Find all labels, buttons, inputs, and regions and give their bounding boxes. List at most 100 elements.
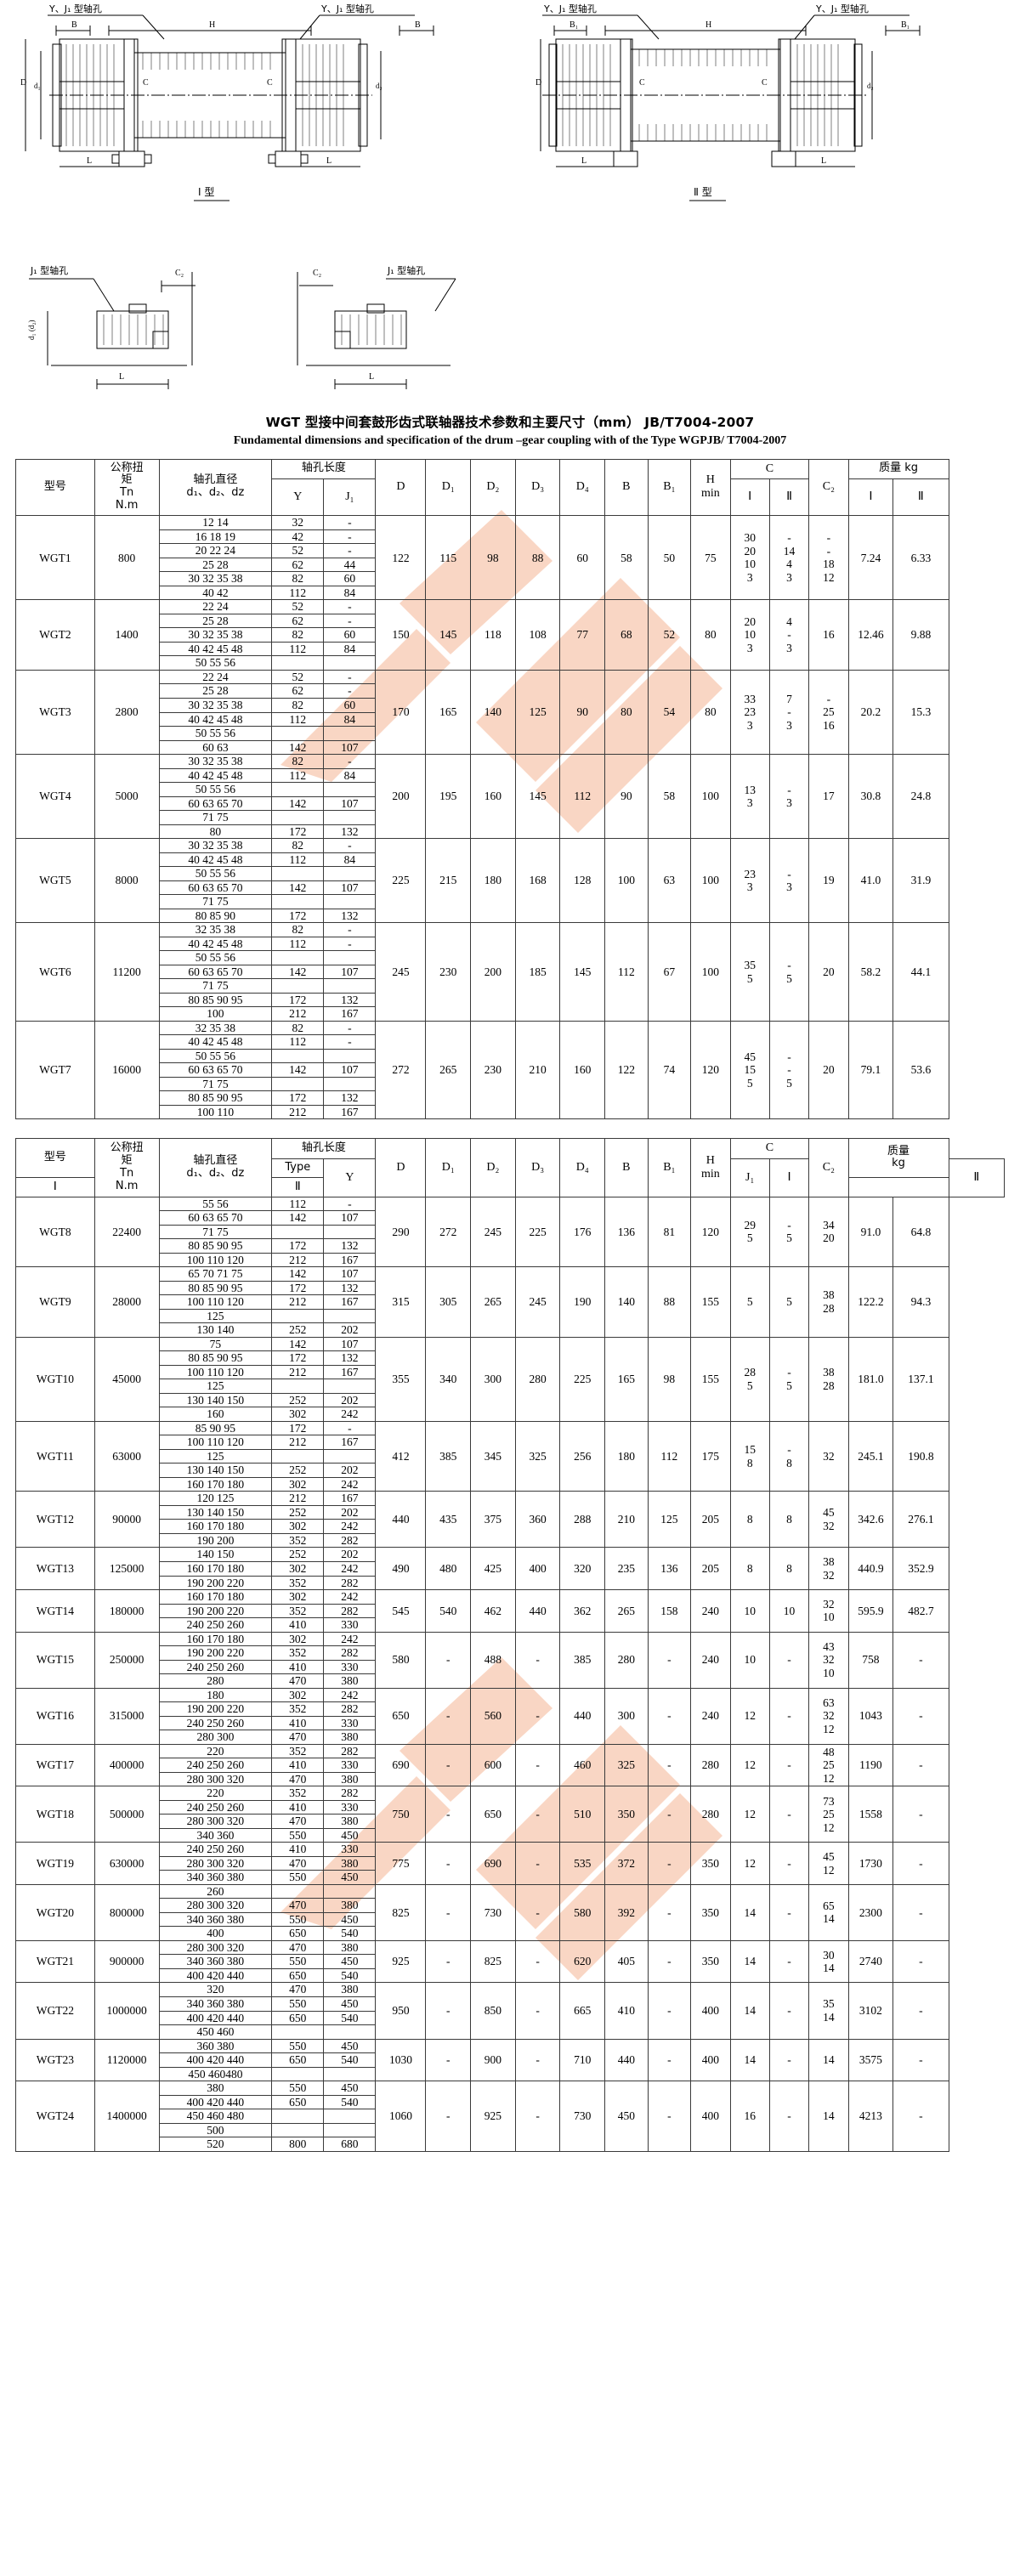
- cell-D2: 650: [470, 1786, 516, 1843]
- cell-mass-I: 1730: [847, 1842, 894, 1885]
- svg-text:Y、J₁ 型轴孔: Y、J₁ 型轴孔: [543, 3, 597, 14]
- cell-bore-len-Y: 52: [271, 543, 325, 558]
- cell-C-II: -: [768, 1883, 810, 1941]
- cell-bore-len-J1: -: [323, 515, 377, 530]
- col-header-B: B: [604, 458, 649, 517]
- cell-bore-len-J1: 132: [323, 992, 377, 1008]
- cell-D4: 385: [559, 1631, 606, 1689]
- cell-bore-diameter: 30 32 35 38: [158, 838, 273, 853]
- svg-text:L: L: [326, 156, 332, 166]
- cell-C2: 20: [808, 922, 849, 1022]
- cell-model: WGT13: [15, 1547, 95, 1591]
- cell-torque: 180000: [94, 1589, 160, 1633]
- table-row: 240 250 260 410 330: [16, 1659, 1005, 1675]
- cell-bore-len-Y: 82: [271, 698, 325, 713]
- coupling-drawing-type-2: Y、J₁ 型轴孔 Y、J₁ 型轴孔 B₁ H B₁: [536, 3, 921, 201]
- j1-bore-detail-left: J₁ 型轴孔 C₂ d₁ (d₂) L: [27, 264, 196, 389]
- cell-C-I: 12: [729, 1687, 770, 1745]
- table-gap: [0, 1119, 1020, 1138]
- cell-bore-diameter: 100 110: [158, 1104, 273, 1120]
- cell-bore-diameter: 280 300 320: [158, 1898, 273, 1913]
- cell-bore-len-Y: 62: [271, 613, 325, 629]
- cell-B: 180: [604, 1420, 649, 1492]
- cell-bore-diameter: 340 360 380: [158, 1954, 273, 1969]
- cell-B: 440: [604, 2038, 649, 2082]
- table-row: 25 28 62 44: [16, 557, 1005, 573]
- cell-B: 392: [604, 1883, 649, 1941]
- cell-B1: -: [647, 1982, 692, 2040]
- cell-bore-diameter: 280: [158, 1673, 273, 1689]
- cell-torque: 90000: [94, 1491, 160, 1548]
- cell-bore-len-J1: [323, 894, 377, 909]
- table-row: 60 63 65 70 142 107: [16, 964, 1005, 980]
- cell-bore-len-Y: 550: [271, 1870, 325, 1885]
- cell-B: 140: [604, 1266, 649, 1338]
- cell-C2: - -18 12: [808, 515, 849, 601]
- col-header-C-I: Ⅰ: [729, 478, 770, 517]
- cell-model: WGT23: [15, 2038, 95, 2082]
- table-row: 190 200 220 352 282: [16, 1645, 1005, 1661]
- cell-model: WGT14: [15, 1589, 95, 1633]
- cell-bore-len-J1: 450: [323, 1827, 377, 1843]
- cell-D3: -: [514, 1883, 561, 1941]
- cell-H: 400: [690, 2038, 731, 2082]
- col-header-model: 型号: [15, 458, 95, 517]
- cell-bore-len-J1: 680: [323, 2137, 377, 2152]
- col-header-D4: D₄: [559, 1138, 606, 1197]
- cell-bore-diameter: 140 150: [158, 1547, 273, 1562]
- cell-bore-len-J1: 330: [323, 1659, 377, 1675]
- table-row: 71 75: [16, 810, 1005, 825]
- table-row: 160 302 242: [16, 1407, 1005, 1422]
- cell-model: WGT3: [15, 669, 95, 756]
- table2-body: WGT8 22400 55 56 112-290 272 245 225 176 136 81 12…: [15, 1196, 1005, 2152]
- cell-D: 580: [375, 1631, 427, 1689]
- cell-C2: 45 12: [808, 1842, 849, 1885]
- cell-bore-len-J1: 167: [323, 1491, 377, 1506]
- cell-bore-len-J1: 167: [323, 1364, 377, 1380]
- table-row: WGT18 500000 220 352 282 750-650-510 350-280 12…: [15, 1786, 1005, 1843]
- cell-bore-len-J1: 330: [323, 1842, 377, 1857]
- cell-C-I: 5: [729, 1266, 770, 1338]
- cell-bore-len-Y: 62: [271, 557, 325, 573]
- cell-bore-len-J1: 132: [323, 1350, 377, 1366]
- cell-D: 355: [375, 1336, 427, 1422]
- cell-bore-diameter: 50 55 56: [158, 950, 273, 965]
- col-header-model-en: Type: [271, 1158, 325, 1178]
- cell-D3: 125: [514, 669, 561, 756]
- cell-D1: 265: [425, 1020, 472, 1120]
- cell-bore-diameter: 450 460480: [158, 2066, 273, 2082]
- cell-H: 175: [690, 1420, 731, 1492]
- cell-bore-diameter: 240 250 260: [158, 1617, 273, 1633]
- cell-bore-len-J1: -: [323, 754, 377, 769]
- cell-D4: 535: [559, 1842, 606, 1885]
- svg-text:Y、J₁ 型轴孔: Y、J₁ 型轴孔: [48, 3, 102, 14]
- table2-wrapper: 型号 公称扭矩 Tn N.m 轴孔直径 d₁、d₂、dz 轴孔长度 D D₁ D₂ D₃ D₄ B B₁ H…: [0, 1138, 1020, 2152]
- cell-D3: 280: [514, 1336, 561, 1422]
- cell-D3: -: [514, 1687, 561, 1745]
- cell-B1: 88: [647, 1266, 692, 1338]
- cell-D1: 385: [425, 1420, 472, 1492]
- cell-D2: 600: [470, 1743, 516, 1787]
- cell-bore-diameter: 40 42: [158, 585, 273, 601]
- cell-C-II: 4-3: [768, 599, 810, 671]
- cell-bore-len-J1: -: [323, 1034, 377, 1050]
- cell-C-I: 8: [729, 1491, 770, 1548]
- cell-bore-len-J1: 84: [323, 711, 377, 728]
- cell-mass-I: 7.24: [847, 515, 894, 601]
- cell-C2: 14: [808, 2081, 849, 2152]
- header-row-1: 型号 公称扭矩 Tn N.m 轴孔直径 d₁、d₂、dz 轴孔长度 D D₁ D₂ D₃ D₄ B B₁ H…: [15, 458, 1005, 517]
- cell-bore-len-J1: -: [323, 613, 377, 629]
- cell-bore-len-J1: 380: [323, 1771, 377, 1787]
- cell-bore-len-Y: 142: [271, 1336, 325, 1352]
- cell-B1: 50: [647, 515, 692, 601]
- cell-bore-len-J1: 330: [323, 1758, 377, 1773]
- cell-C-II: 10: [768, 1589, 810, 1633]
- cell-bore-len-J1: 282: [323, 1786, 377, 1801]
- cell-bore-len-Y: 352: [271, 1786, 325, 1801]
- cell-bore-len-Y: 410: [271, 1659, 325, 1675]
- cell-bore-len-J1: 242: [323, 1476, 377, 1492]
- cell-bore-len-J1: 450: [323, 1996, 377, 2012]
- table-row: 100 110 120 212 167: [16, 1294, 1005, 1310]
- cell-bore-len-J1: [323, 1048, 377, 1064]
- cell-C-I: 8: [729, 1547, 770, 1591]
